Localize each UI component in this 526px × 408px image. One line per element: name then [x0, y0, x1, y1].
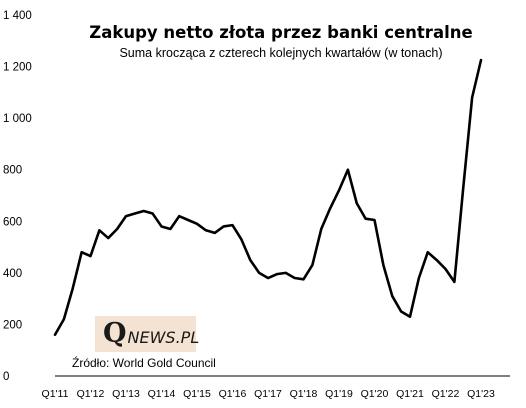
x-tick-label: Q1'20: [361, 388, 389, 400]
logo-wordmark: NEWS.PL: [127, 328, 200, 347]
chart-title: Zakupy netto złota przez banki centralne: [89, 23, 472, 42]
chart-subtitle: Suma krocząca z czterech kolejnych kwart…: [119, 46, 442, 60]
x-tick-label: Q1'16: [219, 388, 247, 400]
x-tick-label: Q1'18: [290, 388, 318, 400]
x-axis: Q1'11 Q1'12 Q1'13 Q1'14 Q1'15 Q1'16 Q1'17 Q1'18…: [42, 388, 495, 400]
x-tick-label: Q1'19: [325, 388, 353, 400]
series-line: [53, 58, 483, 337]
y-tick-label: 1 000: [3, 113, 32, 125]
y-tick-label: 200: [3, 319, 22, 331]
x-tick-label: Q1'11: [42, 388, 69, 400]
y-tick-label: 600: [3, 216, 22, 228]
y-tick-label: 0: [3, 371, 9, 383]
plot-area: [53, 58, 483, 337]
x-tick-label: Q1'17: [254, 388, 282, 400]
x-tick-label: Q1'14: [148, 388, 176, 400]
y-tick-label: 1 200: [3, 62, 32, 74]
qnews-logo: Q NEWS.PL: [95, 316, 199, 352]
x-tick-label: Q1'22: [432, 388, 460, 400]
y-axis: 0 200 400 600 800 1 000 1 200 1 400: [3, 10, 32, 383]
y-tick-label: 800: [3, 165, 22, 177]
logo-mark: Q: [103, 318, 127, 349]
x-tick-label: Q1'23: [467, 388, 495, 400]
y-tick-label: 1 400: [3, 10, 32, 22]
x-tick-label: Q1'15: [183, 388, 211, 400]
x-tick-label: Q1'13: [112, 388, 140, 400]
x-tick-label: Q1'12: [77, 388, 105, 400]
source-note: Źródło: World Gold Council: [72, 355, 216, 370]
y-tick-label: 400: [3, 268, 22, 280]
x-tick-label: Q1'21: [396, 388, 424, 400]
